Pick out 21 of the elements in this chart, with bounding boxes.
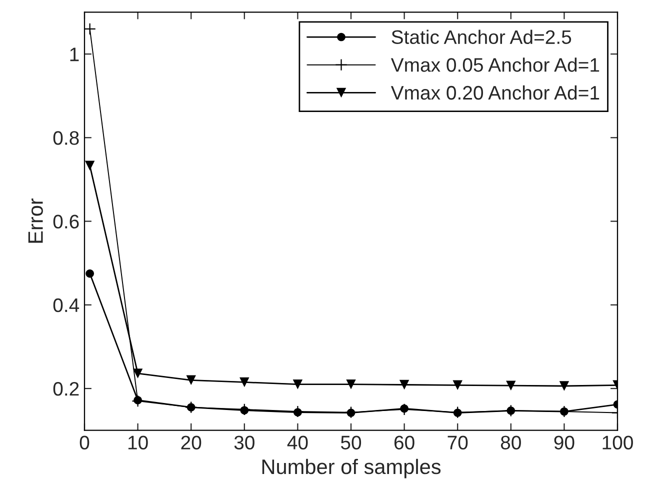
y-tick-label: 0.4 — [53, 298, 80, 312]
x-tick-label: 80 — [500, 436, 521, 450]
y-tick-label: 1 — [70, 48, 79, 62]
legend-label: Vmax 0.05 Anchor Ad=1 — [390, 58, 600, 72]
x-axis-title: Number of samples — [262, 458, 441, 478]
x-tick-label: 10 — [128, 436, 148, 450]
legend-label: Static Anchor Ad=2.5 — [392, 30, 572, 44]
y-tick-label: 0.2 — [53, 382, 79, 396]
x-tick-label: 20 — [181, 436, 202, 450]
x-tick-label: 60 — [394, 436, 414, 450]
y-tick-label: 0.6 — [53, 214, 79, 229]
x-tick-label: 90 — [554, 436, 574, 450]
y-tick-label: 0.8 — [53, 131, 79, 145]
x-tick-label: 40 — [287, 436, 308, 450]
x-tick-label: 70 — [448, 436, 468, 450]
x-tick-label: 50 — [340, 436, 362, 450]
x-tick-label: 100 — [602, 436, 633, 450]
y-axis-title: Error — [28, 198, 43, 243]
legend-label: Vmax 0.20 Anchor Ad=1 — [390, 85, 600, 100]
x-tick-label: 30 — [234, 436, 254, 450]
x-tick-label: 0 — [80, 436, 90, 450]
